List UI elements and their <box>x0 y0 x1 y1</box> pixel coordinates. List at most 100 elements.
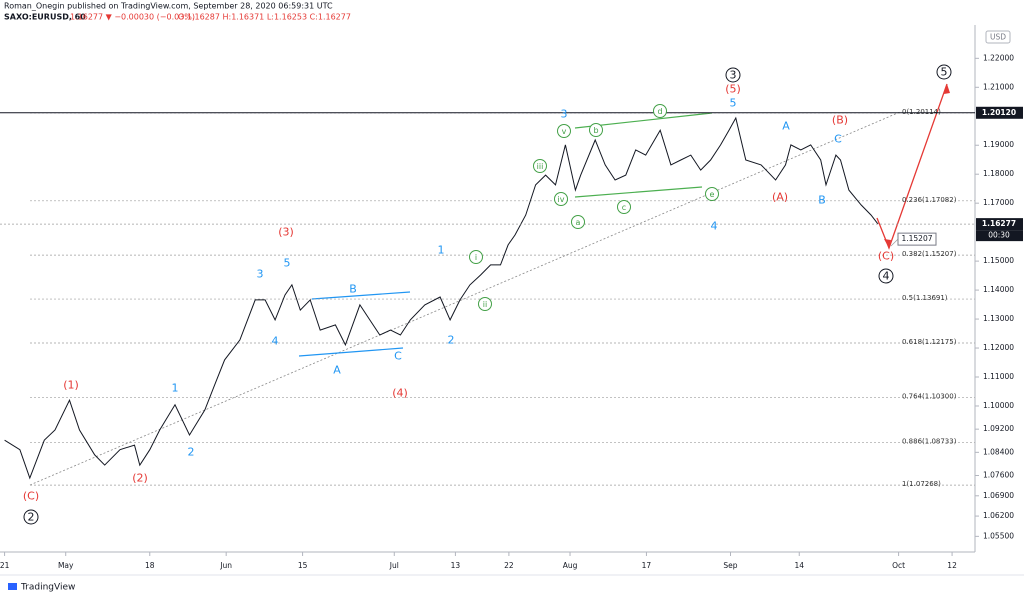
x-tick-label: May <box>58 561 74 570</box>
wave-label: (B) <box>832 114 848 127</box>
wave-label: 5 <box>941 66 948 79</box>
annotation-circle <box>705 187 719 201</box>
wave-label: 2 <box>448 334 455 347</box>
wave-label: 5 <box>730 97 737 110</box>
fib-label: 0.886(1.08733) <box>902 438 957 446</box>
arrow-head <box>884 239 891 248</box>
channel-line <box>574 186 703 198</box>
x-tick-label: 22 <box>504 561 514 570</box>
wave-label: A <box>333 364 341 377</box>
wave-label: c <box>622 203 626 212</box>
currency-box <box>985 30 1011 44</box>
wave-label: 1 <box>172 382 179 395</box>
annotation-circle <box>533 159 547 173</box>
fib-label: 0.618(1.12175) <box>902 338 957 346</box>
wave-label: a <box>576 218 581 227</box>
x-tick-label: Oct <box>892 561 905 570</box>
y-tick-label: 1.05500 <box>983 531 1014 540</box>
wave-label: iii <box>537 162 544 171</box>
fib-label: 0.5(1.13691) <box>902 294 948 302</box>
annotation-circle <box>617 200 631 214</box>
wave-label: (C) <box>23 490 39 503</box>
fib-label: 0.236(1.17082) <box>902 196 957 204</box>
annotation-circle <box>878 268 894 284</box>
fib-label: 0(1.20114) <box>902 108 941 116</box>
x-tick-label: Aug <box>563 561 578 570</box>
publisher: Roman_Onegin published on TradingView.co… <box>4 2 333 11</box>
y-tick-label: 1.19000 <box>983 140 1014 149</box>
channel-line <box>298 347 404 357</box>
symbol: SAXO:EURUSD, 60 <box>4 13 86 22</box>
target-connector <box>890 238 899 247</box>
countdown: 00:30 <box>988 231 1010 240</box>
fib-label: 0.764(1.10300) <box>902 392 957 400</box>
annotation-circle <box>725 67 741 83</box>
wave-label: (C) <box>878 250 894 263</box>
wave-label: 4 <box>883 270 890 283</box>
fib-label: 0.382(1.15207) <box>902 250 957 258</box>
countdown-box <box>976 230 1023 242</box>
annotation-circle <box>936 64 952 80</box>
wave-label: 4 <box>711 220 718 233</box>
y-tick-label: 1.17000 <box>983 198 1014 207</box>
x-tick-label: 14 <box>794 561 804 570</box>
wave-label: b <box>593 126 598 135</box>
wave-label: i <box>475 253 477 262</box>
x-tick-label: 13 <box>451 561 461 570</box>
annotation-circle <box>653 104 667 118</box>
trend-line <box>29 111 901 486</box>
price-label-box <box>976 218 1023 231</box>
wave-label: (3) <box>278 226 294 239</box>
wave-label: d <box>657 107 662 116</box>
price-label: 1.16277 <box>982 219 1016 228</box>
y-tick-label: 1.06900 <box>983 491 1014 500</box>
wave-label: B <box>818 194 826 207</box>
wave-label: 2 <box>188 446 195 459</box>
change: 1.16277 ▼ −0.00030 (−0.03%) <box>70 13 195 22</box>
annotation-circle <box>571 215 585 229</box>
brand: TradingView <box>20 583 75 593</box>
x-tick-label: Jun <box>219 561 232 570</box>
price-label: 1.20120 <box>982 108 1016 117</box>
logo-mark <box>8 583 17 590</box>
x-tick-label: 17 <box>642 561 652 570</box>
annotation-circle <box>557 124 571 138</box>
y-tick-label: 1.21000 <box>983 82 1014 91</box>
x-tick-label: 21 <box>0 561 10 570</box>
y-tick-label: 1.14000 <box>983 285 1014 294</box>
annotation-circle <box>554 192 568 206</box>
currency: USD <box>990 33 1006 42</box>
wave-label: ii <box>483 300 487 309</box>
wave-label: e <box>710 190 715 199</box>
wave-label: 3 <box>561 108 568 121</box>
wave-label: 2 <box>28 511 35 524</box>
wave-label: 1 <box>438 244 445 257</box>
x-tick-label: Sep <box>723 561 737 570</box>
channel-line <box>311 291 411 300</box>
annotation-circle <box>478 297 492 311</box>
wave-label: 3 <box>730 69 737 82</box>
price-label-box <box>976 106 1023 119</box>
ohlc: O:1.16287 H:1.16371 L:1.16253 C:1.16277 <box>178 13 351 22</box>
annotation-circle <box>23 509 39 525</box>
annotation-circle <box>589 123 603 137</box>
x-tick-label: 15 <box>298 561 308 570</box>
wave-label: iv <box>558 195 565 204</box>
y-tick-label: 1.11000 <box>983 372 1014 381</box>
y-tick-label: 1.07600 <box>983 471 1014 480</box>
y-tick-label: 1.06200 <box>983 511 1014 520</box>
x-tick-label: Jul <box>389 561 399 570</box>
wave-label: B <box>349 283 357 296</box>
wave-label: 5 <box>284 257 291 270</box>
wave-label: A <box>782 120 790 133</box>
wave-label: C <box>394 350 402 363</box>
y-tick-label: 1.09200 <box>983 424 1014 433</box>
y-tick-label: 1.12000 <box>983 343 1014 352</box>
wave-label: C <box>834 133 842 146</box>
wave-label: (4) <box>392 387 408 400</box>
x-tick-label: 18 <box>145 561 155 570</box>
y-tick-label: 1.13000 <box>983 314 1014 323</box>
wave-label: (5) <box>725 83 741 96</box>
